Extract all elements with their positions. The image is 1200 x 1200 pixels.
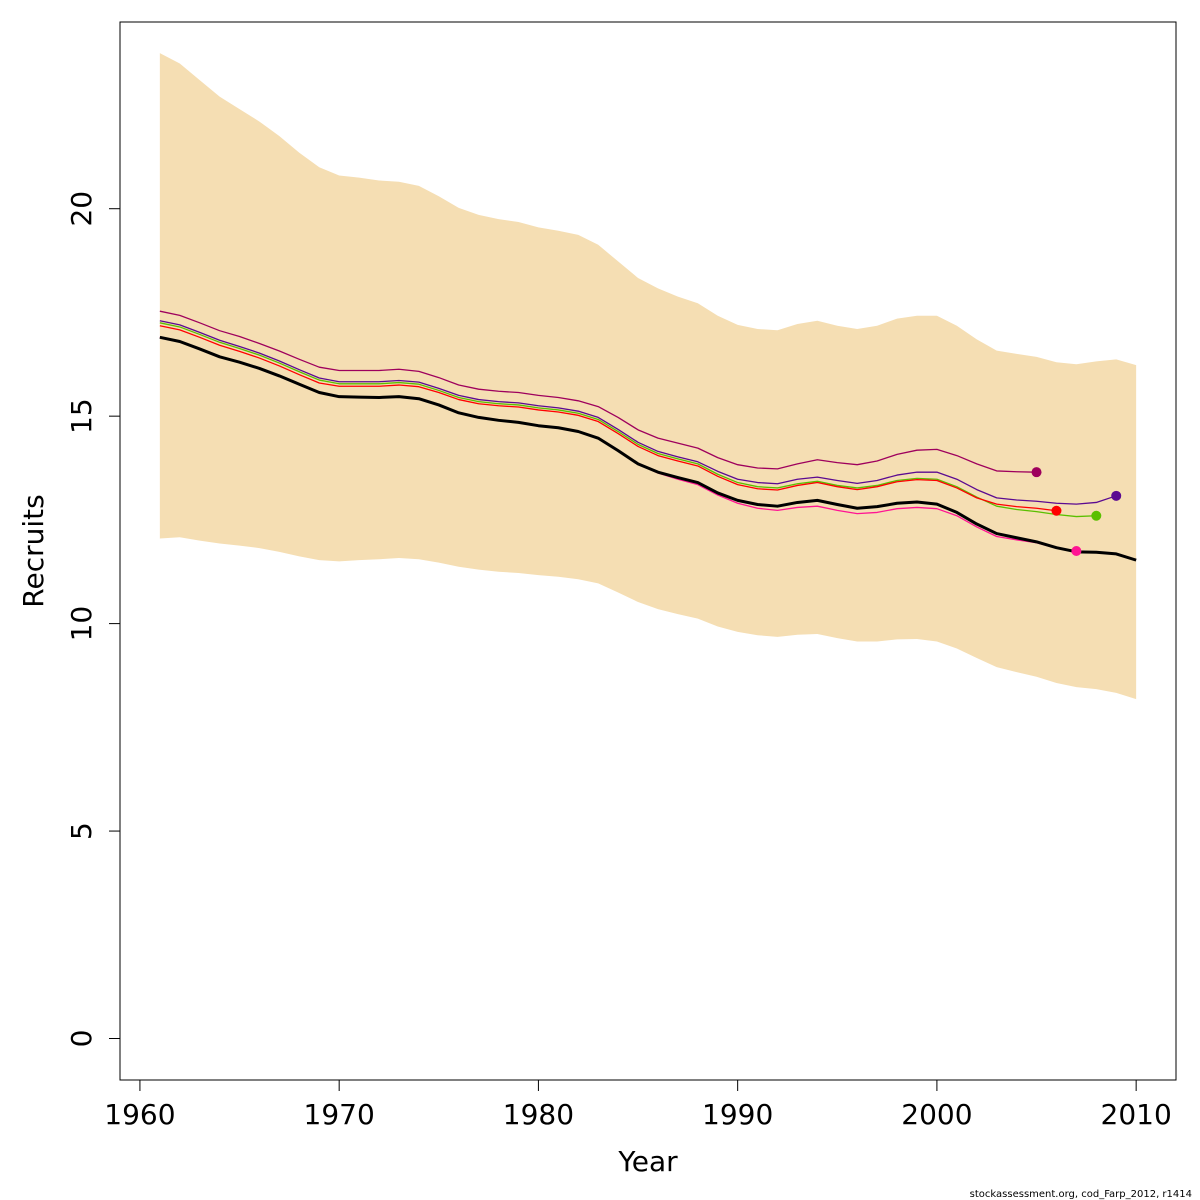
y-tick-label: 5 xyxy=(65,822,98,840)
series-line-6 xyxy=(159,335,1137,562)
x-tick-label: 1990 xyxy=(702,1098,773,1131)
x-tick-label: 2010 xyxy=(1101,1098,1172,1131)
end-point-3 xyxy=(1071,546,1082,556)
x-tick-label: 1980 xyxy=(503,1098,574,1131)
y-tick-label: 15 xyxy=(65,398,98,434)
points-layer xyxy=(1031,467,1122,556)
end-point-5 xyxy=(1111,490,1122,501)
x-tick-label: 1960 xyxy=(104,1098,175,1131)
y-axis: 0 5 10 15 20 xyxy=(65,191,121,1048)
confidence-band xyxy=(159,53,1137,700)
footer-credit: stockassessment.org, cod_Farp_2012, r141… xyxy=(970,1189,1192,1200)
end-point-1 xyxy=(1031,467,1042,478)
series-line-3 xyxy=(159,322,1097,518)
y-axis-label: Recruits xyxy=(17,494,50,607)
series-line-1 xyxy=(159,310,1037,473)
series-layer xyxy=(159,310,1137,562)
y-tick-label: 20 xyxy=(65,191,98,227)
y-tick-label: 0 xyxy=(65,1030,98,1048)
series-line-4 xyxy=(159,325,1057,512)
end-point-4 xyxy=(1091,510,1102,521)
confidence-band-layer xyxy=(159,53,1137,700)
x-axis: 1960 1970 1980 1990 2000 2010 xyxy=(104,1079,1172,1131)
x-tick-label: 2000 xyxy=(901,1098,972,1131)
y-tick-label: 10 xyxy=(65,606,98,642)
end-point-2 xyxy=(1051,505,1062,516)
x-axis-label: Year xyxy=(617,1145,678,1178)
series-line-2 xyxy=(159,320,1117,505)
x-tick-label: 1970 xyxy=(304,1098,375,1131)
